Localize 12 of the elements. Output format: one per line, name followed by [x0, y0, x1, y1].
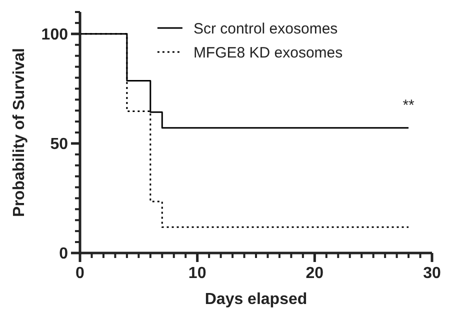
y-axis-title: Probability of Survival [11, 48, 28, 217]
y-tick-label: 50 [50, 136, 68, 154]
y-tick-label: 100 [41, 26, 68, 44]
legend-label: Scr control exosomes [193, 20, 338, 38]
legend-label: MFGE8 KD exosomes [193, 44, 343, 62]
x-tick-label: 30 [423, 265, 441, 282]
y-tick-label: 0 [59, 246, 68, 263]
x-tick-label: 20 [306, 265, 324, 282]
x-tick-label: 10 [188, 265, 206, 282]
annotation: ** [402, 96, 415, 114]
x-tick-label: 0 [76, 265, 85, 282]
x-axis-title: Days elapsed [204, 291, 308, 308]
